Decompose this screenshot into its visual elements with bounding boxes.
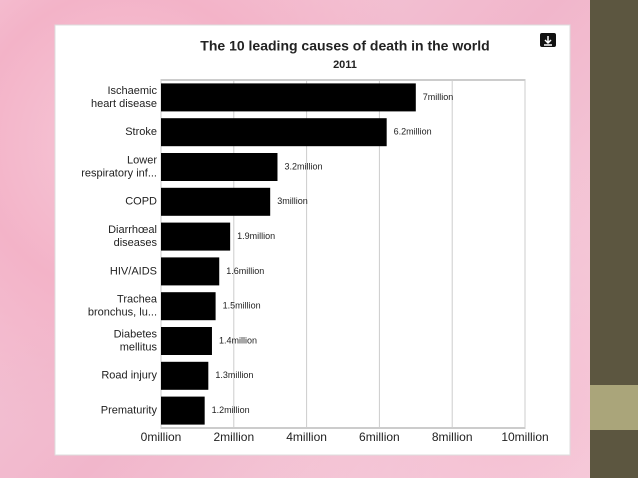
bar: [161, 292, 216, 321]
y-tick-label: Trachea: [117, 294, 158, 306]
chart-subtitle: 2011: [333, 59, 357, 71]
y-tick-label: HIV/AIDS: [110, 265, 157, 277]
x-tick-label: 8million: [432, 430, 473, 444]
y-tick-label: heart disease: [91, 98, 157, 110]
bar: [161, 361, 209, 390]
y-tick-label: Road injury: [101, 370, 157, 382]
y-tick-label: Diabetes: [114, 328, 158, 340]
data-label: 1.4million: [219, 335, 257, 345]
bar: [161, 83, 416, 112]
y-tick-label: respiratory inf...: [81, 167, 157, 179]
y-tick-label: Lower: [127, 154, 157, 166]
y-tick-label: Prematurity: [101, 405, 158, 417]
data-label: 6.2million: [394, 127, 432, 137]
data-label: 1.9million: [237, 231, 275, 241]
data-label: 3million: [277, 196, 308, 206]
bar: [161, 327, 212, 355]
chart-title: The 10 leading causes of death in the wo…: [200, 38, 489, 54]
side-box: [590, 385, 638, 430]
bar: [161, 396, 205, 425]
data-label: 1.3million: [215, 370, 253, 380]
x-tick-label: 4million: [286, 430, 327, 444]
data-label: 1.6million: [226, 266, 264, 276]
x-tick-label: 2million: [213, 430, 254, 444]
x-tick-label: 6million: [359, 430, 400, 444]
y-tick-label: Ischaemic: [107, 85, 157, 97]
y-tick-label: bronchus, lu...: [88, 307, 157, 319]
y-tick-label: COPD: [125, 196, 157, 208]
data-label: 3.2million: [284, 161, 322, 171]
bar: [161, 153, 278, 181]
y-tick-label: mellitus: [120, 341, 158, 353]
download-button[interactable]: [540, 33, 556, 47]
y-tick-label: Stroke: [125, 126, 157, 138]
data-label: 1.2million: [212, 405, 250, 415]
bar: [161, 222, 231, 251]
y-tick-label: Diarrhœal: [108, 224, 157, 236]
data-label: 7million: [423, 92, 454, 102]
bar: [161, 187, 271, 216]
x-tick-label: 10million: [501, 430, 548, 444]
x-tick-label: 0million: [141, 430, 182, 444]
data-label: 1.5million: [223, 301, 261, 311]
bar: [161, 118, 387, 147]
bar: [161, 257, 220, 286]
y-tick-label: diseases: [114, 237, 158, 249]
